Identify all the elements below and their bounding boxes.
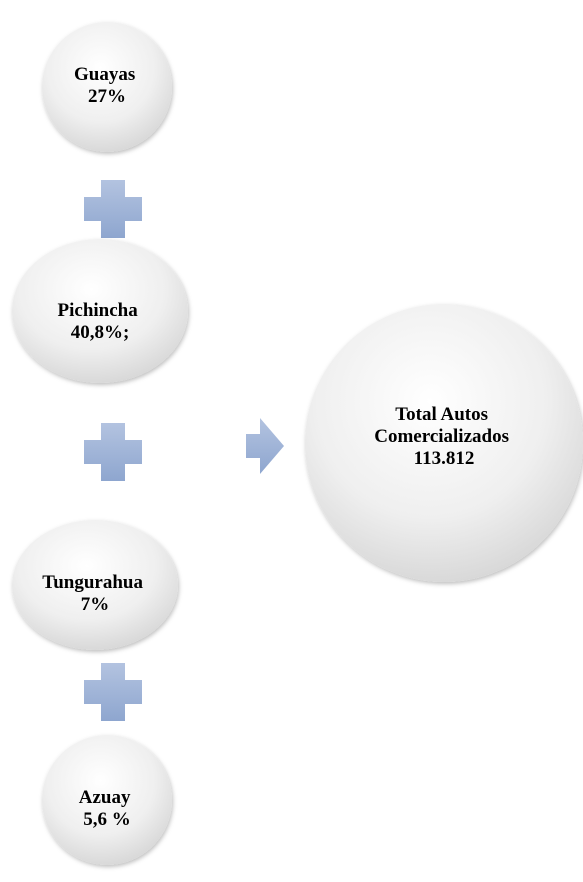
node-shape — [12, 520, 178, 650]
node-shape — [12, 239, 188, 383]
text-line: Azuay — [79, 787, 131, 808]
text-line: 113.812 — [414, 448, 475, 469]
text-line: Comercializados — [374, 426, 509, 447]
text-line: 7% — [81, 594, 110, 615]
text-line: Guayas — [74, 64, 135, 85]
result-label: Total Autos Comercializados 113.812 — [374, 404, 514, 469]
text-line: Pichincha — [58, 300, 139, 321]
node-label: Pichincha 40,8%; — [58, 300, 143, 343]
text-line: 27% — [88, 86, 126, 107]
text-line: Total Autos — [395, 404, 488, 425]
plus-icon — [84, 663, 142, 721]
plus-icon — [84, 423, 142, 481]
node-label: Azuay 5,6 % — [79, 787, 135, 830]
arrow-icon — [246, 418, 284, 474]
node-label: Tungurahua 7% — [42, 572, 147, 615]
node-shape — [42, 22, 172, 152]
plus-icon — [84, 180, 142, 238]
node-label: Guayas 27% — [74, 64, 140, 107]
node-shape — [42, 735, 172, 865]
text-line: 40,8%; — [71, 322, 130, 343]
text-line: 5,6 % — [83, 809, 131, 830]
text-line: Tungurahua — [42, 572, 143, 593]
result-shape — [305, 304, 583, 582]
